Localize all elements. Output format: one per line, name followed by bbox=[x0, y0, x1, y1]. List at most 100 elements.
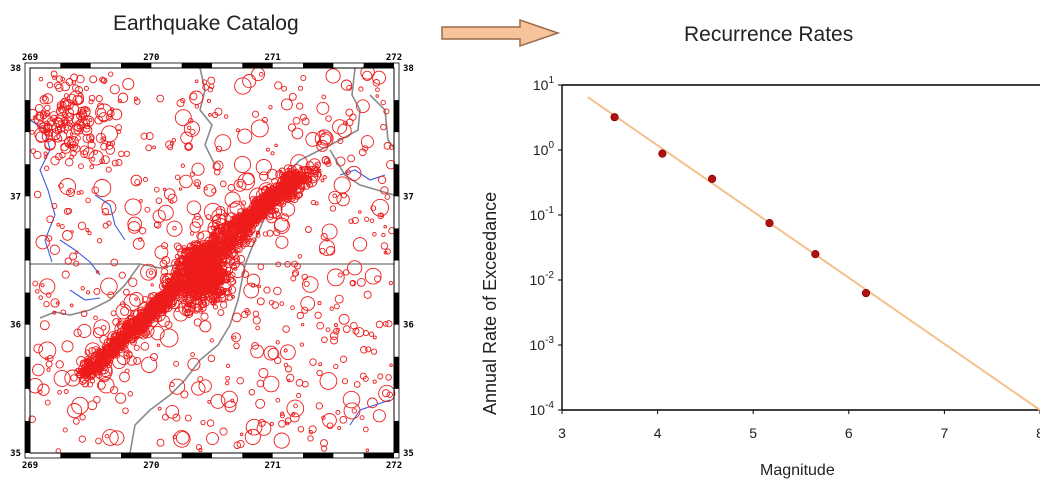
event-marker bbox=[263, 286, 271, 294]
map-content bbox=[26, 65, 396, 454]
event-marker bbox=[343, 402, 361, 420]
event-marker bbox=[385, 320, 393, 328]
event-marker bbox=[96, 107, 107, 118]
event-marker bbox=[79, 145, 90, 156]
event-marker bbox=[300, 296, 316, 311]
event-marker bbox=[66, 135, 73, 142]
event-marker bbox=[335, 327, 340, 332]
event-marker bbox=[303, 280, 310, 287]
event-marker bbox=[252, 310, 260, 318]
event-marker bbox=[349, 280, 356, 286]
event-marker bbox=[234, 77, 252, 95]
y-tick-label: 10-1 bbox=[530, 205, 555, 223]
event-marker bbox=[342, 325, 351, 333]
event-marker bbox=[372, 79, 381, 87]
event-marker bbox=[378, 384, 396, 402]
event-marker bbox=[76, 74, 85, 84]
event-marker bbox=[346, 118, 354, 127]
event-marker bbox=[46, 215, 55, 224]
event-marker bbox=[337, 425, 342, 430]
event-marker bbox=[308, 425, 317, 434]
data-point bbox=[765, 219, 774, 228]
event-marker bbox=[288, 92, 297, 101]
event-marker bbox=[371, 198, 389, 217]
event-marker bbox=[365, 346, 372, 353]
event-marker bbox=[383, 250, 388, 255]
event-marker bbox=[310, 199, 317, 206]
event-marker bbox=[225, 363, 231, 369]
event-marker bbox=[318, 133, 332, 146]
event-marker bbox=[214, 134, 232, 152]
event-marker bbox=[73, 123, 82, 131]
event-marker bbox=[239, 432, 244, 436]
event-marker bbox=[243, 282, 260, 299]
event-marker bbox=[54, 81, 62, 90]
event-marker bbox=[44, 131, 50, 137]
event-marker bbox=[359, 372, 367, 380]
event-marker bbox=[334, 323, 338, 327]
event-marker bbox=[62, 230, 73, 241]
event-marker bbox=[278, 419, 286, 428]
event-marker bbox=[173, 242, 182, 251]
event-marker bbox=[275, 261, 282, 268]
event-marker bbox=[369, 218, 375, 223]
event-marker bbox=[383, 225, 387, 229]
event-marker bbox=[362, 426, 369, 433]
event-marker bbox=[320, 233, 328, 241]
event-marker bbox=[117, 98, 123, 104]
event-marker bbox=[280, 411, 285, 416]
event-marker bbox=[101, 207, 110, 216]
event-marker bbox=[207, 354, 216, 363]
event-marker bbox=[38, 76, 44, 82]
event-marker bbox=[60, 76, 66, 82]
event-marker bbox=[49, 244, 60, 255]
event-marker bbox=[189, 90, 204, 105]
event-marker bbox=[80, 286, 85, 291]
event-marker bbox=[86, 133, 95, 143]
event-marker bbox=[274, 143, 278, 148]
event-marker bbox=[93, 315, 98, 321]
event-marker bbox=[186, 200, 202, 215]
event-marker bbox=[115, 158, 123, 167]
event-marker bbox=[56, 130, 68, 142]
event-marker bbox=[342, 120, 348, 126]
event-marker bbox=[329, 331, 339, 340]
event-marker bbox=[152, 145, 156, 150]
event-marker bbox=[56, 222, 61, 227]
event-marker bbox=[319, 247, 326, 255]
event-marker bbox=[250, 344, 264, 359]
event-marker bbox=[75, 250, 79, 254]
event-marker bbox=[55, 152, 63, 161]
event-marker bbox=[359, 415, 365, 421]
event-marker bbox=[107, 291, 115, 299]
event-marker bbox=[236, 376, 244, 385]
event-marker bbox=[191, 381, 206, 396]
event-marker bbox=[346, 165, 362, 181]
event-marker bbox=[280, 344, 296, 361]
event-marker bbox=[43, 300, 50, 308]
data-point bbox=[811, 250, 820, 259]
event-marker bbox=[104, 433, 110, 439]
event-marker bbox=[86, 381, 94, 388]
event-marker bbox=[220, 390, 238, 408]
event-marker bbox=[72, 417, 80, 425]
event-marker bbox=[213, 160, 224, 171]
event-marker bbox=[83, 115, 95, 127]
event-marker bbox=[346, 84, 353, 91]
event-marker bbox=[109, 140, 116, 147]
event-marker bbox=[79, 414, 86, 421]
event-marker bbox=[293, 403, 298, 409]
event-marker bbox=[162, 187, 167, 192]
event-marker bbox=[360, 346, 368, 354]
event-marker bbox=[66, 188, 76, 197]
event-marker bbox=[377, 373, 384, 380]
event-marker bbox=[340, 79, 353, 91]
event-marker bbox=[66, 93, 77, 104]
event-marker bbox=[337, 138, 344, 144]
event-marker bbox=[284, 261, 291, 268]
event-marker bbox=[88, 99, 94, 105]
event-marker bbox=[290, 305, 295, 310]
event-marker bbox=[319, 131, 333, 145]
event-marker bbox=[165, 140, 174, 149]
event-marker bbox=[122, 77, 135, 91]
